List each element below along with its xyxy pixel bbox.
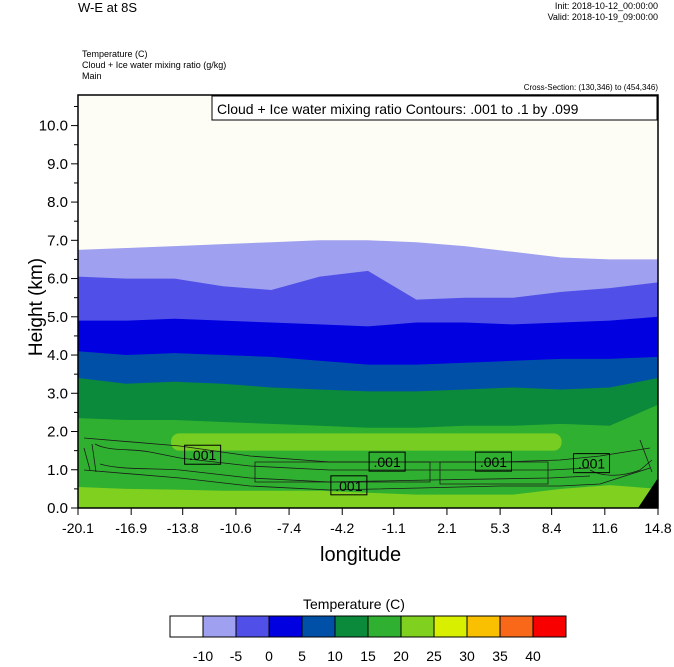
colorbar-swatch [532,615,567,638]
colorbar-swatch [235,615,270,638]
colorbar-swatch [433,615,468,638]
y-tick-label: 4.0 [47,347,68,364]
valid-time: Valid: 2018-10-19_09:00:00 [547,12,658,22]
colorbar-title: Temperature (C) [303,596,405,612]
x-tick-label: 2.1 [437,520,457,536]
colorbar-label: -10 [193,648,213,664]
temperature-band-15 [78,404,658,508]
y-tick-label: 8.0 [47,194,68,211]
x-tick-label: -10.6 [220,520,252,536]
x-tick-label: -7.4 [277,520,301,536]
colorbar-swatch [169,615,204,638]
x-axis-label: longitude [320,544,402,566]
colorbar-label: 25 [426,648,442,664]
y-tick-label: 3.0 [47,385,68,402]
contour-line [439,461,549,485]
colorbar-label: 20 [393,648,409,664]
plot-title: W-E at 8S [78,0,138,15]
contour-label: .001 [373,454,400,470]
init-time: Init: 2018-10-12_00:00:00 [554,1,658,11]
colorbar-swatch [367,615,402,638]
field-cloud-ice: Cloud + Ice water mixing ratio (g/kg) [82,60,227,70]
plot-frame [77,94,659,509]
colorbar-swatch [466,615,501,638]
colorbar-label: 30 [459,648,475,664]
y-tick-label: 9.0 [47,156,68,173]
contour-label: .001 [335,478,362,494]
field-main: Main [82,71,102,81]
contour-label-box [330,475,368,496]
contour-line [83,439,653,473]
y-tick-label: 6.0 [47,271,68,288]
y-tick-label: 5.0 [47,309,68,326]
contour-label-box [184,444,222,465]
cross-section-label: Cross-Section: (130,346) to (454,346) [523,83,658,92]
x-tick-label: -20.1 [62,520,94,536]
contour-label-box [573,453,611,474]
colorbar-label: 10 [327,648,343,664]
x-tick-label: -13.8 [167,520,199,536]
contour-info-label: Cloud + Ice water mixing ratio Contours:… [217,101,579,117]
contour-line [94,443,591,471]
x-tick-label: 8.4 [542,520,562,536]
colorbar-label: 40 [525,648,541,664]
colorbar-label: 35 [492,648,508,664]
warm-layer-patch [171,433,562,451]
y-tick-label: 1.0 [47,462,68,479]
y-tick-label: 0.0 [47,500,68,517]
x-tick-label: 14.8 [644,520,671,536]
y-tick-label: 2.0 [47,424,68,441]
contour-label: .001 [480,454,507,470]
contour-label: .001 [578,456,605,472]
contour-info-box [211,95,658,121]
colorbar-swatch [499,615,534,638]
colorbar-label: 15 [360,648,376,664]
y-tick-label: 7.0 [47,232,68,249]
colorbar-label: 5 [298,648,306,664]
cloud-contours [83,437,653,491]
field-temperature: Temperature (C) [82,49,148,59]
colorbar-swatch [268,615,303,638]
x-tick-label: 11.6 [592,520,618,536]
colorbar-label: 0 [265,648,273,664]
x-tick-label: -16.9 [115,520,147,536]
x-tick-label: -4.2 [330,520,354,536]
field-info: Temperature (C) Cloud + Ice water mixing… [82,49,226,82]
colorbar-swatch [400,615,435,638]
colorbar-swatch [202,615,237,638]
contour-line [589,459,653,476]
contour-line [83,467,651,491]
temperature-band-20 [78,485,658,508]
y-tick-label: 10.0 [39,118,68,135]
contour-label-box [474,451,512,472]
contour-label-box [368,451,406,472]
x-tick-label: 5.3 [490,520,510,536]
colorbar-swatch [301,615,336,638]
terrain-patch [638,478,658,508]
contour-line [254,461,431,483]
colorbar-label: -5 [230,648,243,664]
colorbar-swatch [334,615,369,638]
x-tick-label: -1.1 [382,520,406,536]
contour-label: .001 [189,447,216,463]
